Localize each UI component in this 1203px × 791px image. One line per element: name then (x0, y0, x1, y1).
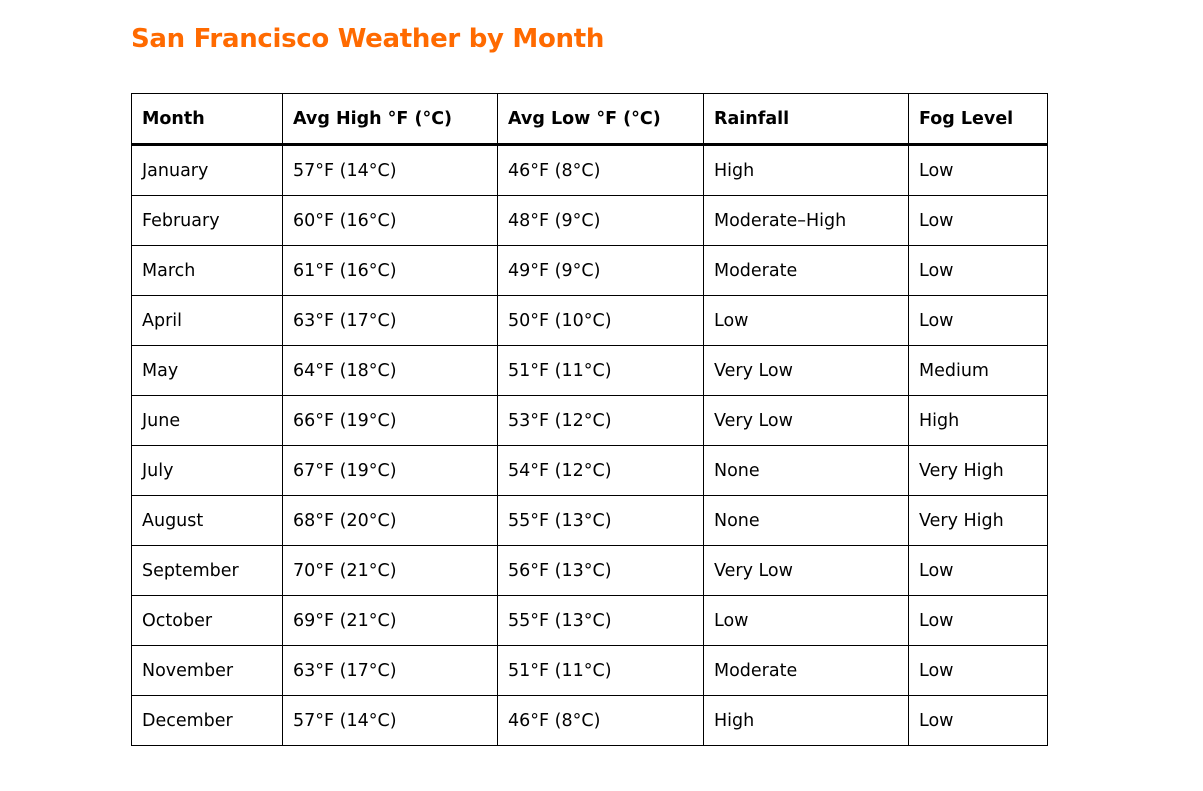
table-cell: Very Low (703, 545, 909, 596)
table-cell: Low (908, 245, 1048, 296)
table-cell: 57°F (14°C) (282, 695, 498, 746)
table-cell: 55°F (13°C) (497, 595, 704, 646)
table-cell: Very High (908, 445, 1048, 496)
table-cell: October (131, 595, 283, 646)
table-cell: 61°F (16°C) (282, 245, 498, 296)
table-cell: May (131, 345, 283, 396)
table-cell: Low (703, 595, 909, 646)
table-cell: Moderate (703, 245, 909, 296)
table-cell: June (131, 395, 283, 446)
column-header: Fog Level (908, 93, 1048, 146)
table-cell: 69°F (21°C) (282, 595, 498, 646)
page-title: San Francisco Weather by Month (131, 24, 605, 54)
table-cell: December (131, 695, 283, 746)
weather-table: Month Avg High °F (°C) Avg Low °F (°C) Rain… (131, 93, 1048, 746)
header-row: Month Avg High °F (°C) Avg Low °F (°C) Rain… (131, 93, 1048, 146)
table-cell: March (131, 245, 283, 296)
table-row: February 60°F (16°C) 48°F (9°C) Moderate–Hi… (131, 195, 1048, 246)
table-row: March 61°F (16°C) 49°F (9°C) Moderate Low (131, 245, 1048, 296)
column-header: Avg Low °F (°C) (497, 93, 704, 146)
table-cell: High (908, 395, 1048, 446)
table-cell: 60°F (16°C) (282, 195, 498, 246)
table-row: October 69°F (21°C) 55°F (13°C) Low Low (131, 595, 1048, 646)
table-cell: 48°F (9°C) (497, 195, 704, 246)
table-row: January 57°F (14°C) 46°F (8°C) High Low (131, 144, 1048, 196)
table-cell: Medium (908, 345, 1048, 396)
table-cell: Moderate–High (703, 195, 909, 246)
table-cell: 63°F (17°C) (282, 645, 498, 696)
table-cell: 49°F (9°C) (497, 245, 704, 296)
table-cell: 46°F (8°C) (497, 695, 704, 746)
table-cell: Low (908, 144, 1048, 196)
table-cell: Low (908, 545, 1048, 596)
table-cell: 50°F (10°C) (497, 295, 704, 346)
table-cell: 55°F (13°C) (497, 495, 704, 546)
table-cell: 68°F (20°C) (282, 495, 498, 546)
table-row: July 67°F (19°C) 54°F (12°C) None Very High (131, 445, 1048, 496)
table-cell: Low (908, 645, 1048, 696)
table-cell: 51°F (11°C) (497, 345, 704, 396)
table-cell: 57°F (14°C) (282, 144, 498, 196)
table-cell: Low (908, 195, 1048, 246)
table-cell: August (131, 495, 283, 546)
table-cell: 64°F (18°C) (282, 345, 498, 396)
table-cell: 63°F (17°C) (282, 295, 498, 346)
table-cell: 54°F (12°C) (497, 445, 704, 496)
table-cell: 56°F (13°C) (497, 545, 704, 596)
table-cell: April (131, 295, 283, 346)
table-cell: 46°F (8°C) (497, 144, 704, 196)
table-cell: Moderate (703, 645, 909, 696)
table-cell: 66°F (19°C) (282, 395, 498, 446)
table-cell: None (703, 445, 909, 496)
table-row: April 63°F (17°C) 50°F (10°C) Low Low (131, 295, 1048, 346)
table-cell: None (703, 495, 909, 546)
table-cell: 53°F (12°C) (497, 395, 704, 446)
table-cell: Low (908, 695, 1048, 746)
table-cell: January (131, 144, 283, 196)
table-cell: 51°F (11°C) (497, 645, 704, 696)
table-cell: Very Low (703, 395, 909, 446)
table-row: May 64°F (18°C) 51°F (11°C) Very Low Medium (131, 345, 1048, 396)
table-row: December 57°F (14°C) 46°F (8°C) High Low (131, 695, 1048, 746)
table-cell: Very High (908, 495, 1048, 546)
table-cell: Low (703, 295, 909, 346)
column-header: Rainfall (703, 93, 909, 146)
column-header: Avg High °F (°C) (282, 93, 498, 146)
table-row: September 70°F (21°C) 56°F (13°C) Very Low L… (131, 545, 1048, 596)
column-header: Month (131, 93, 283, 146)
table-cell: 70°F (21°C) (282, 545, 498, 596)
table-cell: High (703, 144, 909, 196)
table-cell: Very Low (703, 345, 909, 396)
table-cell: High (703, 695, 909, 746)
table-cell: Low (908, 595, 1048, 646)
table-cell: 67°F (19°C) (282, 445, 498, 496)
table-row: November 63°F (17°C) 51°F (11°C) Moderate Lo… (131, 645, 1048, 696)
table-cell: February (131, 195, 283, 246)
table-cell: Low (908, 295, 1048, 346)
table-row: June 66°F (19°C) 53°F (12°C) Very Low High (131, 395, 1048, 446)
table-cell: July (131, 445, 283, 496)
table-cell: November (131, 645, 283, 696)
table-row: August 68°F (20°C) 55°F (13°C) None Very Hig… (131, 495, 1048, 546)
table-cell: September (131, 545, 283, 596)
